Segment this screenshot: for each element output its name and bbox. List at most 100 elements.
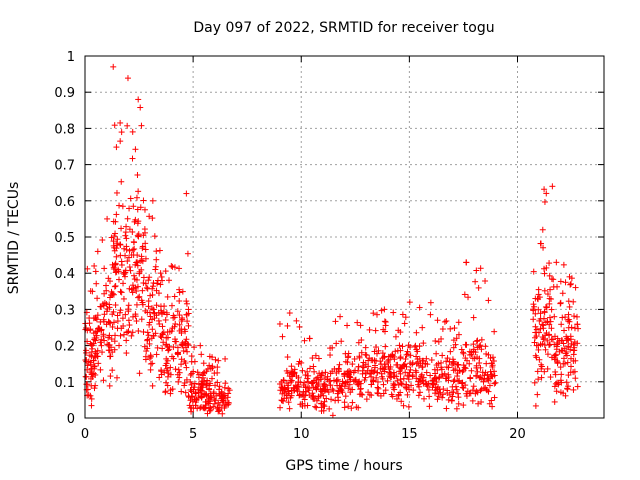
data-point bbox=[542, 346, 549, 353]
data-point bbox=[116, 342, 123, 349]
data-point bbox=[455, 378, 462, 385]
data-point bbox=[277, 404, 284, 411]
data-point bbox=[124, 122, 131, 129]
data-point bbox=[552, 352, 559, 359]
data-point bbox=[432, 337, 439, 344]
data-point bbox=[392, 348, 399, 355]
data-point bbox=[87, 392, 94, 399]
data-point bbox=[548, 295, 555, 302]
data-point bbox=[548, 336, 555, 343]
data-point bbox=[413, 353, 420, 360]
data-point bbox=[83, 349, 90, 356]
data-point bbox=[133, 301, 140, 308]
data-point bbox=[158, 367, 165, 374]
data-point bbox=[141, 206, 148, 213]
data-point bbox=[443, 318, 450, 325]
data-point bbox=[482, 277, 489, 284]
data-point bbox=[557, 364, 564, 371]
data-point bbox=[483, 360, 490, 367]
data-point bbox=[382, 318, 389, 325]
data-point bbox=[355, 363, 362, 370]
data-point bbox=[434, 396, 441, 403]
y-tick-label: 0.8 bbox=[54, 122, 75, 137]
data-points bbox=[82, 63, 582, 419]
data-point bbox=[321, 375, 328, 382]
data-point bbox=[133, 259, 140, 266]
data-point bbox=[123, 235, 130, 242]
data-point bbox=[105, 347, 112, 354]
data-point bbox=[286, 405, 293, 412]
data-point bbox=[381, 328, 388, 335]
data-point bbox=[188, 358, 195, 365]
data-point bbox=[113, 253, 120, 260]
data-point bbox=[204, 410, 211, 417]
data-point bbox=[568, 340, 575, 347]
data-point bbox=[562, 314, 569, 321]
data-point bbox=[379, 375, 386, 382]
y-tick-label: 0.5 bbox=[54, 231, 75, 246]
data-point bbox=[397, 347, 404, 354]
data-point bbox=[425, 386, 432, 393]
data-point bbox=[130, 285, 137, 292]
data-point bbox=[305, 387, 312, 394]
data-point bbox=[296, 323, 303, 330]
data-point bbox=[183, 336, 190, 343]
data-point bbox=[413, 329, 420, 336]
data-point bbox=[106, 353, 113, 360]
data-point bbox=[440, 386, 447, 393]
data-point bbox=[377, 365, 384, 372]
data-point bbox=[539, 226, 546, 233]
data-point bbox=[138, 297, 145, 304]
data-point bbox=[188, 408, 195, 415]
data-point bbox=[117, 307, 124, 314]
data-point bbox=[97, 366, 104, 373]
data-point bbox=[469, 355, 476, 362]
data-point bbox=[127, 267, 134, 274]
data-point bbox=[212, 356, 219, 363]
data-point bbox=[439, 326, 446, 333]
data-point bbox=[489, 403, 496, 410]
data-point bbox=[321, 381, 328, 388]
data-point bbox=[346, 373, 353, 380]
data-point bbox=[139, 243, 146, 250]
data-point bbox=[135, 96, 142, 103]
data-point bbox=[449, 393, 456, 400]
data-point bbox=[144, 345, 151, 352]
data-point bbox=[374, 350, 381, 357]
data-point bbox=[185, 394, 192, 401]
plot-frame bbox=[84, 55, 605, 419]
data-point bbox=[427, 311, 434, 318]
data-point bbox=[314, 382, 321, 389]
data-point bbox=[329, 344, 336, 351]
x-tick-label: 15 bbox=[401, 427, 418, 442]
data-point bbox=[144, 329, 151, 336]
data-point bbox=[445, 377, 452, 384]
data-point bbox=[189, 398, 196, 405]
data-point bbox=[136, 270, 143, 277]
data-point bbox=[413, 346, 420, 353]
tick-layer: 00.10.20.30.40.50.60.70.80.910 5 10 15 20 bbox=[54, 50, 604, 442]
data-point bbox=[167, 364, 174, 371]
data-point bbox=[153, 351, 160, 358]
data-point bbox=[98, 336, 105, 343]
data-point bbox=[335, 387, 342, 394]
data-point bbox=[216, 386, 223, 393]
data-point bbox=[539, 321, 546, 328]
data-point bbox=[568, 280, 575, 287]
data-point bbox=[378, 307, 385, 314]
data-point bbox=[551, 398, 558, 405]
data-point bbox=[209, 375, 216, 382]
data-point bbox=[304, 368, 311, 375]
data-point bbox=[374, 311, 381, 318]
data-point bbox=[334, 382, 341, 389]
data-point bbox=[359, 362, 366, 369]
data-point bbox=[478, 336, 485, 343]
data-point bbox=[443, 364, 450, 371]
data-point bbox=[98, 326, 105, 333]
data-point bbox=[171, 323, 178, 330]
data-point bbox=[198, 351, 205, 358]
data-point bbox=[305, 378, 312, 385]
data-point bbox=[181, 379, 188, 386]
data-point bbox=[284, 385, 291, 392]
data-point bbox=[560, 360, 567, 367]
